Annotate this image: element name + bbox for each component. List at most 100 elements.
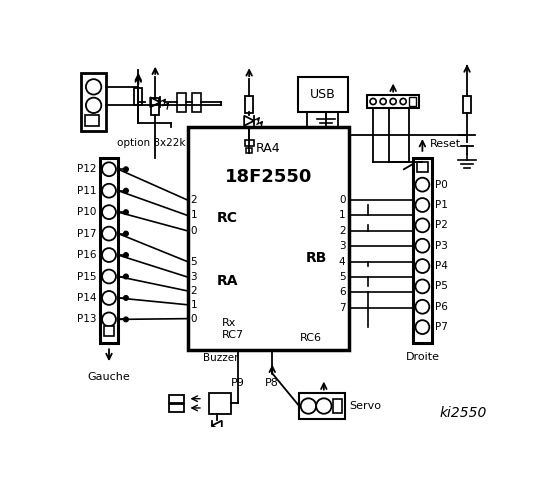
Bar xyxy=(177,93,186,111)
Text: 1: 1 xyxy=(191,210,197,220)
Circle shape xyxy=(102,291,116,305)
Text: Servo: Servo xyxy=(349,401,381,411)
Bar xyxy=(81,73,106,131)
Text: 5: 5 xyxy=(339,272,346,282)
Text: RC: RC xyxy=(217,211,238,225)
Bar xyxy=(169,395,185,403)
Circle shape xyxy=(370,98,376,105)
Text: 2: 2 xyxy=(191,195,197,205)
Circle shape xyxy=(102,205,116,219)
Text: P15: P15 xyxy=(77,272,97,281)
Circle shape xyxy=(124,317,128,322)
Bar xyxy=(152,97,159,115)
Text: P13: P13 xyxy=(77,314,97,324)
Text: P3: P3 xyxy=(436,240,448,251)
Text: 2: 2 xyxy=(191,286,197,296)
Text: P10: P10 xyxy=(77,207,97,217)
Text: P14: P14 xyxy=(77,293,97,303)
Text: RA4: RA4 xyxy=(256,142,281,155)
Text: P0: P0 xyxy=(436,180,448,190)
Circle shape xyxy=(86,97,101,113)
Text: P11: P11 xyxy=(77,186,97,196)
Text: 0: 0 xyxy=(191,226,197,236)
Bar xyxy=(209,393,231,414)
Bar xyxy=(192,93,201,111)
Bar xyxy=(299,393,346,420)
Circle shape xyxy=(86,79,101,95)
Bar xyxy=(244,140,254,146)
Text: Buzzer: Buzzer xyxy=(203,352,238,362)
Text: RA: RA xyxy=(217,274,238,288)
Text: 5: 5 xyxy=(191,257,197,267)
Bar xyxy=(246,148,252,153)
Text: 4: 4 xyxy=(339,257,346,267)
Bar xyxy=(85,115,99,126)
Text: USB: USB xyxy=(310,88,336,101)
Circle shape xyxy=(124,188,128,193)
Text: Rx: Rx xyxy=(221,318,236,328)
Circle shape xyxy=(102,184,116,198)
Text: P1: P1 xyxy=(436,200,448,210)
Bar xyxy=(169,404,185,412)
Text: P2: P2 xyxy=(436,220,448,230)
Circle shape xyxy=(102,227,116,240)
Bar xyxy=(187,127,349,350)
Circle shape xyxy=(124,231,128,236)
Text: P4: P4 xyxy=(436,261,448,271)
Circle shape xyxy=(415,300,429,314)
Circle shape xyxy=(124,253,128,257)
Text: 3: 3 xyxy=(339,241,346,251)
Text: RC6: RC6 xyxy=(300,333,322,343)
Bar xyxy=(367,95,419,108)
Circle shape xyxy=(415,239,429,252)
Circle shape xyxy=(124,274,128,279)
Circle shape xyxy=(124,167,128,171)
Text: P6: P6 xyxy=(436,302,448,312)
Bar xyxy=(134,88,142,105)
Bar xyxy=(100,158,118,343)
Text: 0: 0 xyxy=(339,195,346,205)
Text: 7: 7 xyxy=(339,303,346,313)
Circle shape xyxy=(124,296,128,300)
Text: ki2550: ki2550 xyxy=(440,407,487,420)
Text: 0: 0 xyxy=(191,313,197,324)
Text: 18F2550: 18F2550 xyxy=(225,168,312,186)
Bar xyxy=(409,97,416,106)
Text: option 8x22k: option 8x22k xyxy=(117,138,186,148)
Text: 2: 2 xyxy=(339,226,346,236)
Text: RC7: RC7 xyxy=(221,330,243,340)
Text: P17: P17 xyxy=(77,228,97,239)
Text: 6: 6 xyxy=(339,288,346,298)
Circle shape xyxy=(415,259,429,273)
Text: P5: P5 xyxy=(436,281,448,291)
Circle shape xyxy=(102,312,116,326)
Circle shape xyxy=(415,320,429,334)
Text: 3: 3 xyxy=(191,272,197,282)
Bar xyxy=(333,399,342,413)
Bar xyxy=(413,158,432,343)
Circle shape xyxy=(390,98,396,105)
Bar xyxy=(103,325,114,336)
Text: RB: RB xyxy=(306,251,327,265)
Circle shape xyxy=(102,162,116,176)
Circle shape xyxy=(301,398,316,414)
Circle shape xyxy=(124,210,128,215)
Circle shape xyxy=(102,248,116,262)
Text: Reset: Reset xyxy=(430,139,461,149)
Text: Gauche: Gauche xyxy=(87,372,131,382)
Text: P7: P7 xyxy=(436,322,448,332)
Bar xyxy=(246,96,253,113)
Text: 1: 1 xyxy=(191,300,197,310)
Circle shape xyxy=(400,98,406,105)
Circle shape xyxy=(415,218,429,232)
Text: P9: P9 xyxy=(231,378,244,387)
Text: Droite: Droite xyxy=(405,352,440,362)
Circle shape xyxy=(415,178,429,192)
Bar xyxy=(463,96,471,113)
Bar xyxy=(298,77,348,111)
Circle shape xyxy=(316,398,332,414)
Circle shape xyxy=(415,198,429,212)
Text: P12: P12 xyxy=(77,164,97,174)
Circle shape xyxy=(102,270,116,283)
Text: P8: P8 xyxy=(265,378,279,387)
